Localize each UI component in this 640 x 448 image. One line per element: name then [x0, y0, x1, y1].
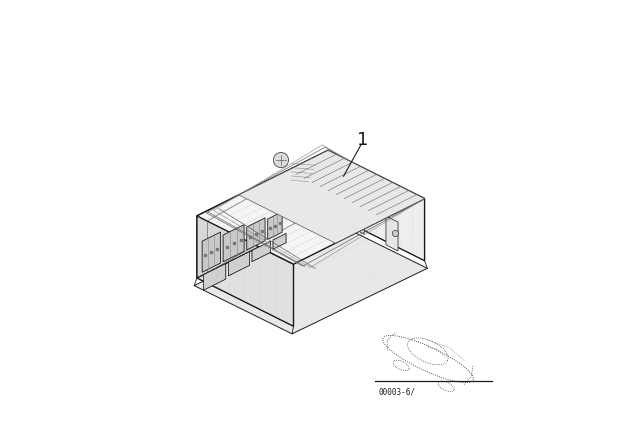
Polygon shape — [239, 151, 424, 243]
Polygon shape — [197, 216, 294, 326]
Polygon shape — [194, 220, 428, 334]
Polygon shape — [197, 151, 424, 264]
Polygon shape — [197, 151, 328, 278]
Polygon shape — [352, 199, 364, 234]
Polygon shape — [252, 241, 270, 262]
Text: 00003-6/: 00003-6/ — [378, 388, 415, 396]
Polygon shape — [247, 218, 265, 250]
Polygon shape — [386, 216, 398, 251]
Circle shape — [392, 230, 399, 237]
Polygon shape — [202, 232, 221, 272]
Polygon shape — [268, 212, 282, 240]
Polygon shape — [273, 233, 286, 249]
Polygon shape — [223, 224, 244, 262]
Text: 1: 1 — [357, 131, 368, 149]
Circle shape — [358, 214, 365, 220]
Circle shape — [273, 152, 289, 168]
Polygon shape — [204, 263, 226, 290]
Polygon shape — [228, 252, 250, 276]
Polygon shape — [328, 151, 424, 261]
